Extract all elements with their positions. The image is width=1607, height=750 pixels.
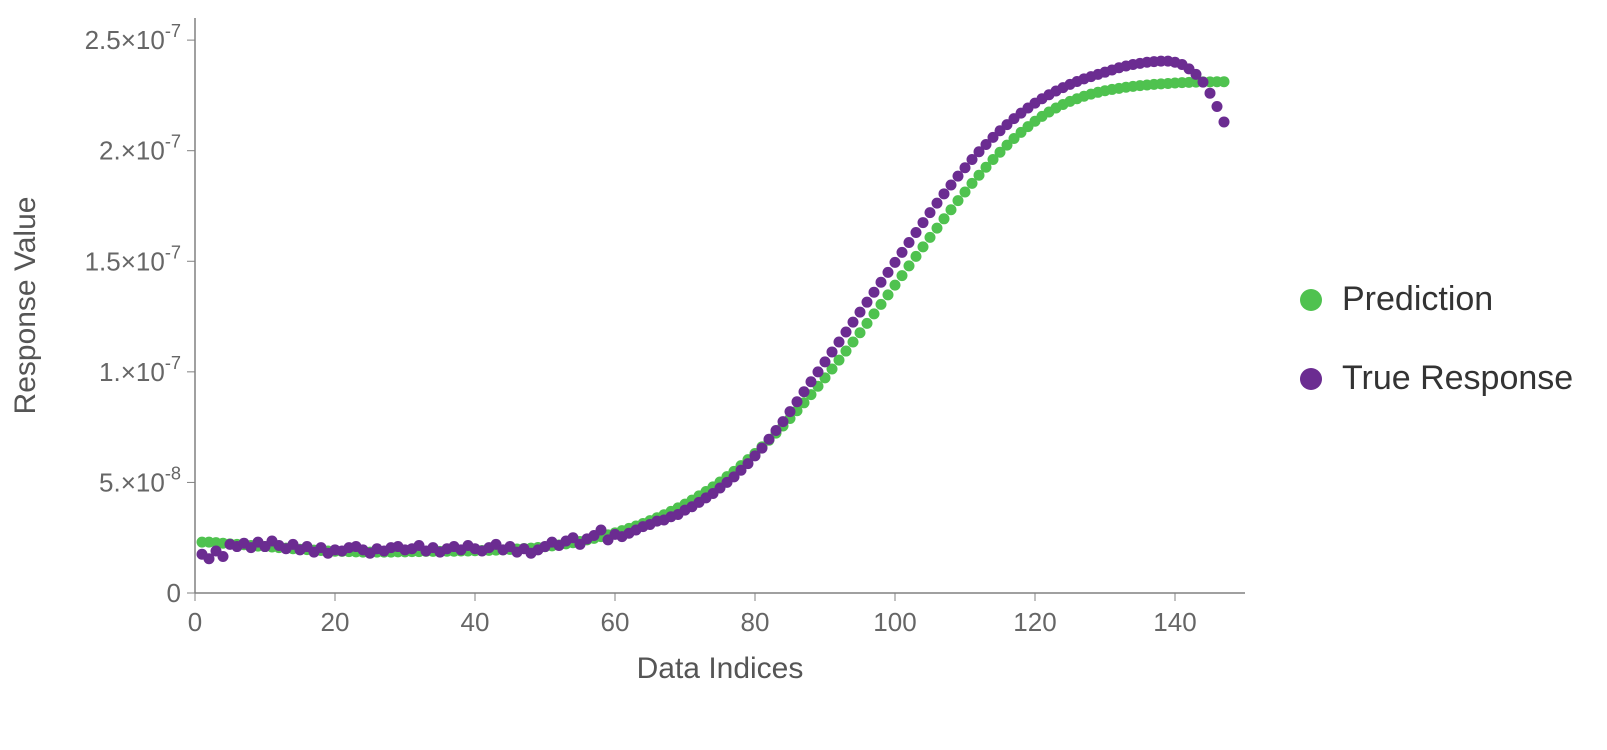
y-tick-label: 1.5×10-7: [85, 242, 181, 276]
legend-label: Prediction: [1342, 280, 1493, 319]
data-point: [764, 434, 775, 445]
data-point: [883, 289, 894, 300]
data-point: [883, 267, 894, 278]
data-point: [1219, 116, 1230, 127]
x-tick-label: 100: [873, 607, 916, 637]
data-point: [918, 241, 929, 252]
y-tick-label: 2.×10-7: [99, 132, 181, 166]
data-point: [911, 227, 922, 238]
x-tick-label: 120: [1013, 607, 1056, 637]
chart-container: 0 20 40 60 80 100 120 140 0 5.×10-8 1.×10-7 1.5×10-…: [0, 0, 1607, 750]
data-point: [911, 251, 922, 262]
data-point: [820, 356, 831, 367]
data-point: [869, 287, 880, 298]
data-point: [218, 551, 229, 562]
data-point: [946, 179, 957, 190]
data-point: [953, 171, 964, 182]
data-point: [848, 336, 859, 347]
data-point: [757, 443, 768, 454]
x-tick-label: 80: [741, 607, 770, 637]
data-point: [932, 198, 943, 209]
data-point: [939, 188, 950, 199]
data-point: [897, 247, 908, 258]
data-point: [596, 524, 607, 535]
data-point: [876, 277, 887, 288]
data-point: [904, 237, 915, 248]
y-tick-label: 1.×10-7: [99, 353, 181, 387]
data-point: [806, 376, 817, 387]
data-point: [925, 207, 936, 218]
data-point: [918, 217, 929, 228]
data-point: [890, 257, 901, 268]
data-point: [876, 299, 887, 310]
data-point: [862, 297, 873, 308]
data-point: [799, 386, 810, 397]
data-point: [932, 223, 943, 234]
data-point: [953, 195, 964, 206]
x-axis-label: Data Indices: [637, 652, 804, 685]
legend-item: True Response: [1300, 359, 1573, 398]
data-point: [1212, 101, 1223, 112]
data-point: [897, 270, 908, 281]
legend-label: True Response: [1342, 359, 1573, 398]
data-point: [778, 416, 789, 427]
data-point: [855, 327, 866, 338]
x-tick-label: 0: [188, 607, 202, 637]
data-point: [848, 317, 859, 328]
data-point: [869, 308, 880, 319]
legend-marker: [1300, 289, 1322, 311]
y-tick-label: 0: [167, 578, 181, 608]
x-tick-label: 60: [601, 607, 630, 637]
data-point: [841, 346, 852, 357]
data-point: [813, 366, 824, 377]
legend: Prediction True Response: [1300, 280, 1573, 398]
data-point: [785, 406, 796, 417]
y-axis-label: Response Value: [9, 197, 42, 415]
data-point: [841, 327, 852, 338]
x-tick-label: 140: [1153, 607, 1196, 637]
data-point: [862, 318, 873, 329]
y-tick-label: 5.×10-8: [99, 463, 181, 497]
legend-item: Prediction: [1300, 280, 1573, 319]
data-point: [1205, 88, 1216, 99]
data-point: [904, 260, 915, 271]
data-point: [960, 187, 971, 198]
data-point: [792, 396, 803, 407]
data-point: [890, 280, 901, 291]
legend-marker: [1300, 368, 1322, 390]
x-tick-label: 20: [321, 607, 350, 637]
data-point: [771, 425, 782, 436]
data-point: [946, 204, 957, 215]
data-point: [939, 213, 950, 224]
data-point: [855, 307, 866, 318]
data-point: [1219, 76, 1230, 87]
data-point: [827, 346, 838, 357]
data-point: [1198, 77, 1209, 88]
y-tick-label: 2.5×10-7: [85, 21, 181, 55]
data-point: [834, 336, 845, 347]
x-tick-label: 40: [461, 607, 490, 637]
data-point: [925, 232, 936, 243]
